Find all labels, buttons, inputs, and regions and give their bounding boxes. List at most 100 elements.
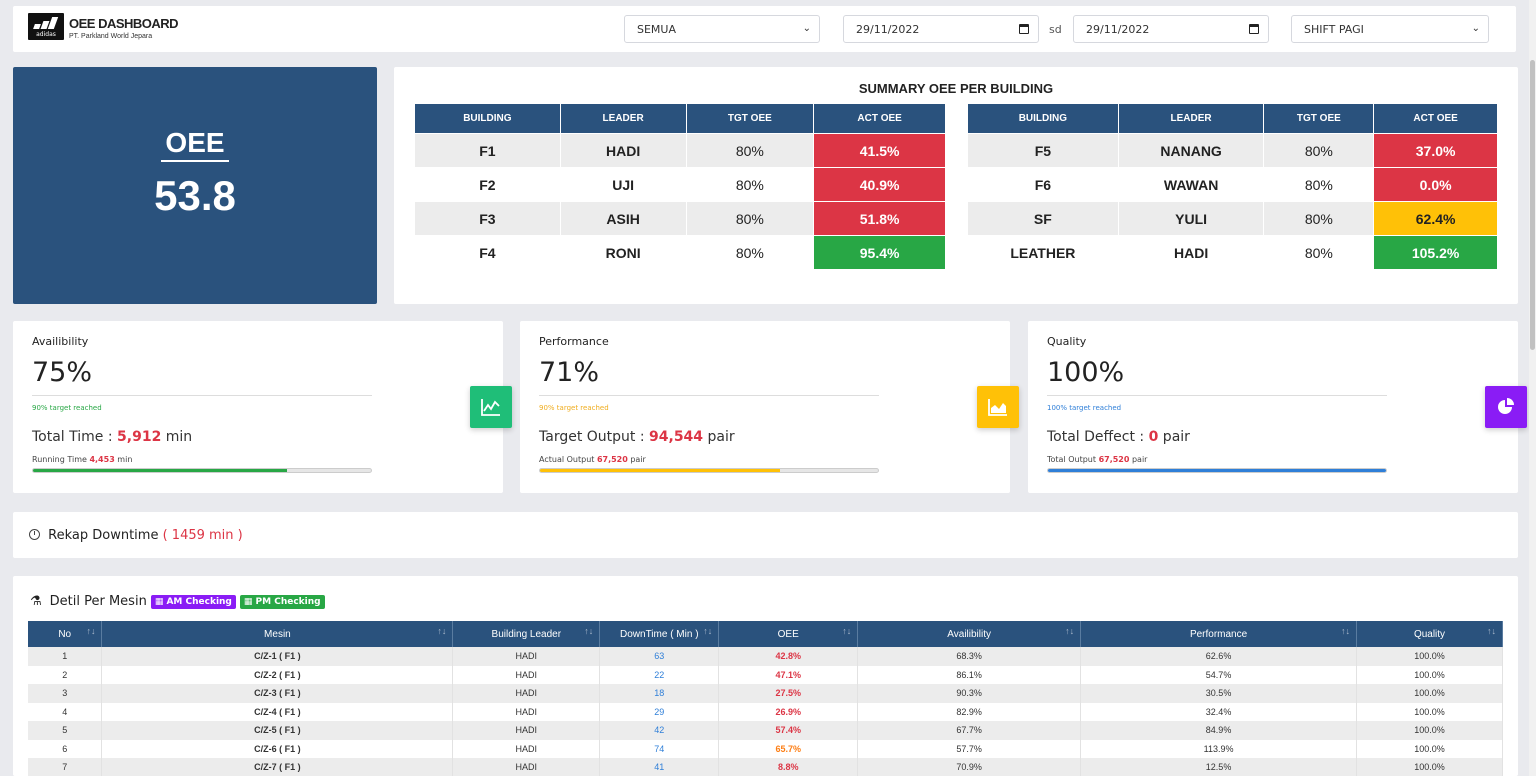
date-from-input[interactable]: 29/11/2022	[843, 15, 1039, 43]
summary-cell-act: 51.8%	[813, 201, 946, 236]
table-row[interactable]: 6 C/Z-6 ( F1 ) HADI 74 65.7% 57.7% 113.9% 100.0…	[28, 739, 1503, 758]
shift-select[interactable]: SHIFT PAGI ⌄	[1291, 15, 1489, 43]
table-row[interactable]: 7 C/Z-7 ( F1 ) HADI 41 8.8% 70.9% 12.5% 100.0%	[28, 758, 1503, 776]
cell-no: 5	[28, 721, 103, 740]
col-oee[interactable]: OEE ↑↓	[718, 621, 859, 647]
cell-perf: 32.4%	[1080, 702, 1358, 721]
col-building: BUILDING	[967, 103, 1119, 134]
total-defect: Total Deffect : 0 pair	[1047, 429, 1190, 445]
cell-downtime[interactable]: 63	[599, 647, 720, 666]
summary-cell-building: F4	[414, 235, 561, 270]
cell-mesin: C/Z-2 ( F1 )	[101, 665, 454, 684]
table-row[interactable]: 1 C/Z-1 ( F1 ) HADI 63 42.8% 68.3% 62.6% 100.0%	[28, 647, 1503, 666]
page-scrollbar[interactable]	[1529, 0, 1536, 776]
summary-cell-tgt: 80%	[685, 133, 815, 168]
cell-leader: HADI	[452, 758, 601, 776]
calendar-icon[interactable]	[1019, 24, 1029, 34]
cell-downtime[interactable]: 74	[599, 739, 720, 758]
cell-avail: 68.3%	[857, 647, 1082, 666]
cell-leader: HADI	[452, 702, 601, 721]
summary-cell-tgt: 80%	[685, 235, 815, 270]
summary-row: F6 WAWAN 80% 0.0%	[967, 167, 1498, 202]
header-bar: adidas OEE DASHBOARD PT. Parkland World …	[13, 6, 1516, 52]
col-quality[interactable]: Quality ↑↓	[1356, 621, 1503, 647]
sort-icon: ↑↓	[1487, 626, 1496, 636]
summary-cell-building: F2	[414, 167, 561, 202]
summary-cell-tgt: 80%	[1263, 235, 1375, 270]
cell-perf: 30.5%	[1080, 684, 1358, 703]
summary-cell-act: 40.9%	[813, 167, 946, 202]
cell-no: 1	[28, 647, 103, 666]
quality-value: 100%	[1047, 357, 1125, 388]
col-leader: LEADER	[1117, 103, 1265, 134]
performance-label: Performance	[539, 335, 609, 348]
am-checking-button[interactable]: ▦ AM Checking	[150, 594, 236, 609]
summary-cell-act: 37.0%	[1373, 133, 1498, 168]
summary-cell-act: 0.0%	[1373, 167, 1498, 202]
table-row[interactable]: 3 C/Z-3 ( F1 ) HADI 18 27.5% 90.3% 30.5% 100.0%	[28, 684, 1503, 703]
col-downtime[interactable]: DownTime ( Min ) ↑↓	[599, 621, 720, 647]
pm-checking-button[interactable]: ▦ PM Checking	[239, 594, 325, 609]
cell-downtime[interactable]: 29	[599, 702, 720, 721]
col-availability[interactable]: Availibility ↑↓	[857, 621, 1082, 647]
summary-card: SUMMARY OEE PER BUILDING BUILDING LEADER…	[394, 67, 1518, 304]
cell-avail: 57.7%	[857, 739, 1082, 758]
app-title: OEE DASHBOARD	[69, 16, 179, 31]
summary-cell-leader: RONI	[559, 235, 687, 270]
clock-icon	[29, 529, 40, 540]
cell-leader: HADI	[452, 684, 601, 703]
sort-icon: ↑↓	[842, 626, 852, 636]
col-mesin[interactable]: Mesin ↑↓	[101, 621, 454, 647]
cell-avail: 70.9%	[857, 758, 1082, 776]
summary-row: F3 ASIH 80% 51.8%	[414, 201, 946, 236]
pie-chart-icon	[1485, 386, 1527, 428]
date-to-input[interactable]: 29/11/2022	[1073, 15, 1269, 43]
summary-cell-act: 95.4%	[813, 235, 946, 270]
cell-leader: HADI	[452, 721, 601, 740]
chevron-down-icon: ⌄	[1471, 23, 1480, 34]
col-no[interactable]: No ↑↓	[28, 621, 103, 647]
cell-mesin: C/Z-4 ( F1 )	[101, 702, 454, 721]
cell-avail: 86.1%	[857, 665, 1082, 684]
cell-no: 6	[28, 739, 103, 758]
cell-no: 2	[28, 665, 103, 684]
cell-no: 4	[28, 702, 103, 721]
cell-quality: 100.0%	[1356, 758, 1503, 776]
building-select[interactable]: SEMUA ⌄	[624, 15, 820, 43]
summary-cell-act: 105.2%	[1373, 235, 1498, 270]
availability-label: Availibility	[32, 335, 89, 348]
summary-row: SF YULI 80% 62.4%	[967, 201, 1498, 236]
cell-mesin: C/Z-1 ( F1 )	[101, 647, 454, 666]
cell-oee: 65.7%	[718, 739, 859, 758]
cell-downtime[interactable]: 42	[599, 721, 720, 740]
scrollbar-thumb[interactable]	[1530, 60, 1535, 350]
summary-cell-leader: HADI	[1117, 235, 1265, 270]
downtime-card[interactable]: Rekap Downtime ( 1459 min )	[13, 512, 1518, 558]
cell-downtime[interactable]: 22	[599, 665, 720, 684]
cell-quality: 100.0%	[1356, 721, 1503, 740]
sort-icon: ↑↓	[1065, 626, 1075, 636]
chevron-down-icon: ⌄	[802, 23, 811, 34]
col-act-oee: ACT OEE	[813, 103, 946, 134]
availability-progress	[32, 468, 372, 473]
cell-mesin: C/Z-5 ( F1 )	[101, 721, 454, 740]
summary-row: F2 UJI 80% 40.9%	[414, 167, 946, 202]
calendar-icon[interactable]	[1249, 24, 1259, 34]
cell-perf: 12.5%	[1080, 758, 1358, 776]
col-performance[interactable]: Performance ↑↓	[1080, 621, 1358, 647]
summary-cell-building: SF	[967, 201, 1119, 236]
summary-row: LEATHER HADI 80% 105.2%	[967, 235, 1498, 270]
downtime-label: Rekap Downtime	[48, 528, 159, 543]
sort-icon: ↑↓	[1341, 626, 1351, 636]
col-building-leader[interactable]: Building Leader ↑↓	[452, 621, 601, 647]
cell-mesin: C/Z-6 ( F1 )	[101, 739, 454, 758]
cell-leader: HADI	[452, 739, 601, 758]
table-row[interactable]: 4 C/Z-4 ( F1 ) HADI 29 26.9% 82.9% 32.4% 100.0%	[28, 702, 1503, 721]
table-row[interactable]: 5 C/Z-5 ( F1 ) HADI 42 57.4% 67.7% 84.9% 100.0%	[28, 721, 1503, 740]
summary-table-left: BUILDING LEADER TGT OEE ACT OEE F1 HADI 80…	[414, 103, 946, 270]
table-row[interactable]: 2 C/Z-2 ( F1 ) HADI 22 47.1% 86.1% 54.7% 100.0%	[28, 665, 1503, 684]
cell-downtime[interactable]: 18	[599, 684, 720, 703]
cell-avail: 90.3%	[857, 684, 1082, 703]
cell-downtime[interactable]: 41	[599, 758, 720, 776]
cell-quality: 100.0%	[1356, 647, 1503, 666]
